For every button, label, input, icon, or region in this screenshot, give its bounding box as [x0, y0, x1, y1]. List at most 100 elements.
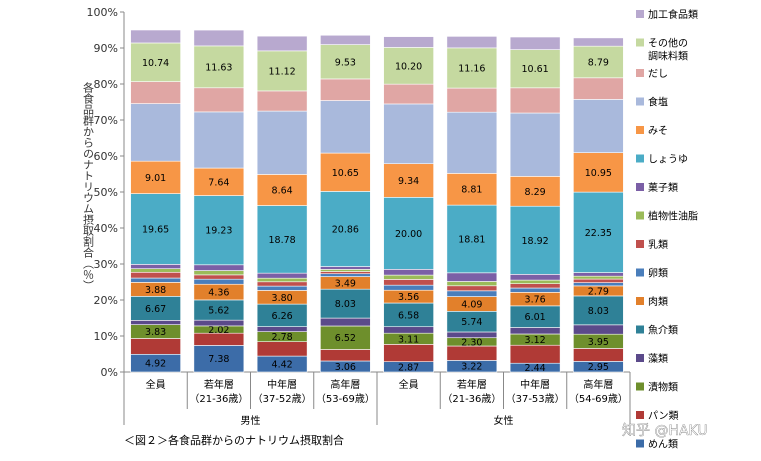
- data-label: 18.81: [458, 234, 485, 245]
- bar-segment: [320, 273, 371, 277]
- legend-swatch: [636, 268, 644, 277]
- bar-segment: [193, 29, 245, 47]
- bar-segment: [383, 326, 434, 334]
- x-tick-label: 高年層: [583, 378, 613, 391]
- bar-segment: [130, 264, 181, 269]
- watermark: 知乎 @HAKU: [622, 422, 708, 439]
- x-tick-label: 若年層: [457, 378, 487, 391]
- bar-segment: [320, 78, 371, 101]
- data-label: 22.35: [585, 228, 612, 239]
- bar-segment: [320, 152, 371, 192]
- bar-segment: [509, 279, 561, 284]
- data-label: 2.95: [588, 362, 609, 373]
- bar-segment: [446, 272, 498, 282]
- x-tick-sublabel: （21-36歳）: [442, 393, 501, 405]
- bar-segment: [573, 295, 624, 326]
- bar-segment: [130, 81, 181, 104]
- bar-segment: [320, 44, 371, 80]
- data-label: 3.83: [145, 327, 166, 338]
- legend-label: だし: [648, 68, 668, 80]
- y-tick-label: 50%: [94, 186, 118, 199]
- bar-segment: [573, 99, 624, 153]
- legend-swatch: [636, 297, 644, 305]
- bar-segment: [193, 45, 245, 89]
- bar-segment: [256, 326, 308, 332]
- legend-swatch: [636, 325, 644, 334]
- bar-segment: [130, 320, 181, 325]
- data-label: 8.81: [461, 185, 482, 196]
- data-label: 9.01: [145, 173, 166, 184]
- data-label: 5.62: [208, 306, 229, 317]
- y-tick-label: 40%: [94, 222, 118, 235]
- legend-swatch: [636, 240, 644, 248]
- legend-label: めん類: [648, 439, 678, 451]
- bar-segment: [320, 317, 371, 327]
- bar-segment: [573, 45, 624, 79]
- data-label: 11.16: [458, 63, 485, 74]
- bar-segment: [320, 269, 371, 272]
- data-label: 10.61: [522, 64, 549, 75]
- bar-segment: [320, 34, 371, 45]
- legend-swatch: [636, 97, 644, 106]
- bar-segment: [383, 344, 434, 362]
- data-label: 19.65: [142, 224, 169, 235]
- bar-segment: [256, 272, 308, 279]
- data-label: 6.58: [398, 310, 419, 321]
- y-tick-label: 20%: [94, 294, 118, 307]
- bar-segment: [573, 324, 624, 335]
- data-label: 18.92: [522, 236, 549, 247]
- data-label: 2.30: [461, 337, 482, 348]
- bar-segment: [130, 271, 181, 279]
- y-tick-label: 30%: [94, 258, 118, 271]
- bar-segment: [446, 111, 498, 174]
- data-label: 7.64: [208, 177, 229, 188]
- legend-label: 卵類: [648, 268, 668, 280]
- data-label: 8.03: [588, 306, 609, 317]
- bar-segment: [256, 90, 308, 112]
- y-tick-label: 0%: [101, 366, 118, 379]
- bar-segment: [193, 264, 245, 271]
- bar-segment: [446, 331, 498, 339]
- bar-segment: [509, 49, 561, 89]
- data-label: 3.88: [145, 285, 166, 296]
- x-tick-label: 全員: [146, 378, 166, 391]
- bar-segment: [383, 103, 434, 165]
- bar-segment: [573, 272, 624, 277]
- bar-segment: [446, 290, 498, 297]
- bar-segment: [383, 163, 434, 198]
- bar-segment: [256, 285, 308, 291]
- legend-swatch: [636, 183, 644, 191]
- data-label: 6.26: [272, 311, 293, 322]
- legend-swatch: [636, 354, 644, 362]
- x-tick-label: 高年層: [330, 378, 360, 391]
- bar-segment: [130, 103, 181, 162]
- plot-area: 0% 10% 20% 30% 40% 50% 60% 70% 80% 90% 100% 4.92 3.8…: [87, 6, 698, 451]
- bar-segment: [509, 36, 561, 50]
- bar-segment: [130, 193, 181, 265]
- legend-swatch: [636, 10, 644, 18]
- bar-segment: [446, 173, 498, 206]
- bar-segment: [573, 278, 624, 283]
- bar-segment: [509, 327, 561, 335]
- data-label: 3.56: [398, 292, 419, 303]
- data-label: 8.64: [272, 185, 293, 196]
- data-label: 5.74: [461, 317, 482, 328]
- figure-caption: ＜図２＞各食品群からのナトリウム摂取割合: [124, 433, 344, 447]
- legend-swatch: [636, 411, 644, 419]
- data-label: 3.11: [398, 334, 419, 345]
- y-tick-label: 10%: [94, 330, 118, 343]
- bar-segment: [193, 319, 245, 327]
- data-label: 2.78: [272, 332, 293, 343]
- bar-segment: [130, 338, 181, 355]
- data-label: 8.79: [588, 57, 609, 68]
- bar-segment: [446, 36, 498, 49]
- bar-segment: [320, 266, 371, 270]
- data-label: 3.22: [461, 362, 482, 373]
- data-label: 6.01: [525, 312, 546, 323]
- legend-label: その他の: [648, 37, 688, 50]
- bar-segment: [509, 283, 561, 289]
- data-label: 10.95: [585, 168, 612, 179]
- data-label: 2.44: [525, 363, 546, 374]
- legend-label: 魚介類: [648, 324, 678, 337]
- data-label: 9.53: [335, 57, 356, 68]
